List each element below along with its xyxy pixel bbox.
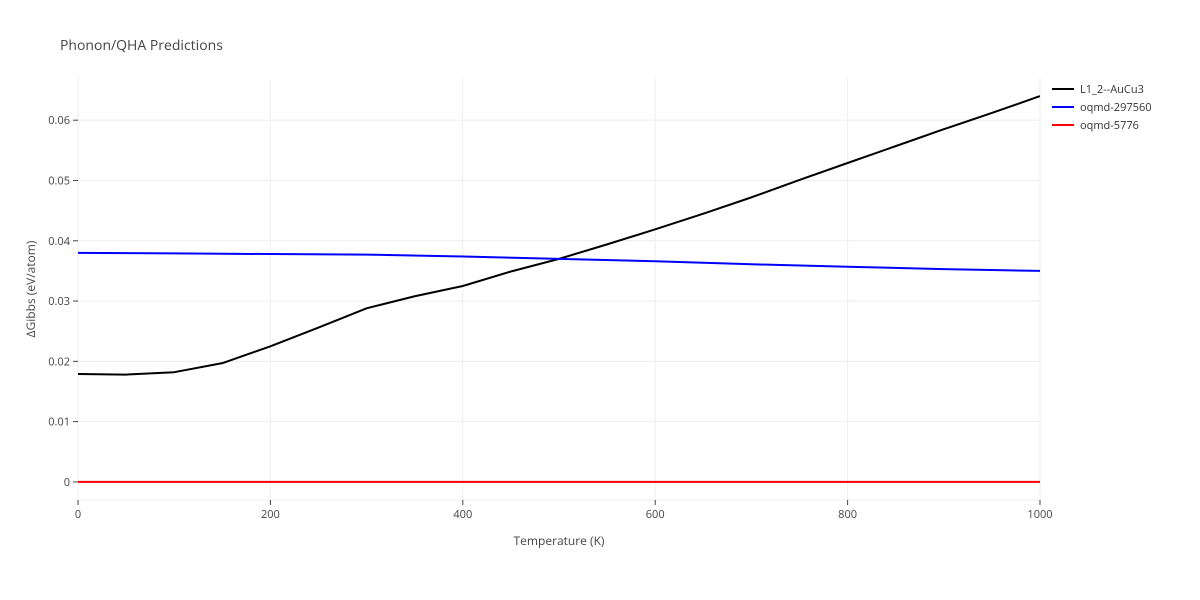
- legend-swatch: [1052, 124, 1074, 126]
- y-tick-label: 0.05: [48, 173, 70, 188]
- series-line[interactable]: [78, 96, 1040, 375]
- y-tick-label: 0.06: [48, 113, 70, 128]
- x-tick-label: 0: [75, 507, 81, 522]
- y-tick-label: 0: [64, 475, 70, 490]
- y-tick-label: 0.04: [48, 234, 70, 249]
- y-tick-label: 0.01: [48, 415, 70, 430]
- chart-plot: 0 200 400 600 800 1000 0 0.01 0.02 0.03 0.04 0.05 0.…: [0, 0, 1200, 600]
- x-tick-label: 400: [453, 507, 472, 522]
- x-axis-label: Temperature (K): [499, 532, 619, 549]
- y-axis-label: ΔGibbs (eV/atom): [22, 234, 39, 344]
- x-tick-label: 600: [646, 507, 665, 522]
- x-tick-label: 800: [838, 507, 857, 522]
- x-tick-label: 200: [261, 507, 280, 522]
- legend-label: L1_2--AuCu3: [1080, 82, 1144, 97]
- chart-container: Phonon/QHA Predictions 02004006008001000…: [0, 0, 1200, 600]
- legend-swatch: [1052, 88, 1074, 90]
- series-line[interactable]: [78, 253, 1040, 271]
- legend: L1_2--AuCu3 oqmd-297560 oqmd-5776: [1052, 80, 1152, 134]
- legend-item[interactable]: L1_2--AuCu3: [1052, 80, 1152, 98]
- x-tick-label: 1000: [1027, 507, 1052, 522]
- legend-item[interactable]: oqmd-297560: [1052, 98, 1152, 116]
- y-tick-label: 0.03: [48, 294, 70, 309]
- legend-label: oqmd-297560: [1080, 100, 1152, 115]
- legend-item[interactable]: oqmd-5776: [1052, 116, 1152, 134]
- y-tick-label: 0.02: [48, 354, 70, 369]
- legend-label: oqmd-5776: [1080, 118, 1139, 133]
- legend-swatch: [1052, 106, 1074, 108]
